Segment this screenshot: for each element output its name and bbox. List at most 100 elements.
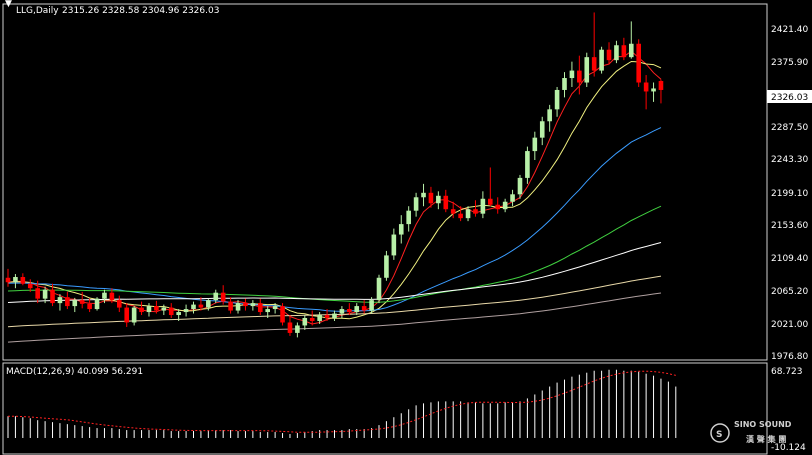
candle-body: [317, 315, 322, 321]
candle: [510, 189, 515, 207]
candle-body: [384, 255, 389, 278]
candle: [35, 280, 40, 304]
candle: [139, 301, 144, 316]
macd-tick-bottom: -10.124: [771, 443, 806, 453]
candle-body: [27, 283, 33, 289]
candle-body: [324, 315, 330, 319]
candle-body: [42, 289, 48, 299]
candle: [13, 274, 18, 289]
candle: [406, 206, 411, 232]
candle: [502, 198, 508, 213]
candle: [517, 174, 523, 199]
candle: [584, 52, 590, 87]
candle: [614, 40, 619, 64]
candle: [302, 315, 308, 330]
candle-body: [117, 300, 122, 308]
candle-body: [146, 306, 152, 313]
candle: [5, 268, 11, 287]
candle-body: [539, 121, 545, 138]
candle-body: [547, 109, 552, 122]
candle: [176, 309, 181, 321]
candle: [117, 295, 122, 313]
candle: [480, 191, 486, 219]
candle: [206, 298, 211, 311]
candle: [183, 304, 189, 317]
candle-body: [57, 297, 63, 304]
ma-5-line: [7, 50, 662, 325]
candle: [465, 206, 471, 222]
candle-body: [168, 307, 174, 316]
candle-body: [332, 313, 337, 319]
candle: [376, 274, 382, 304]
candle-body: [295, 325, 300, 333]
candle: [265, 306, 270, 319]
dropdown-triangle-icon[interactable]: ▼: [5, 0, 12, 9]
candle-body: [651, 88, 656, 92]
candle-body: [421, 192, 426, 198]
candle-body: [50, 289, 55, 304]
candle: [287, 315, 293, 336]
candle-body: [257, 303, 263, 313]
candle-body: [87, 303, 92, 310]
current-price-box: [767, 90, 812, 103]
candle-body: [532, 137, 538, 152]
candle: [65, 291, 70, 310]
candle: [413, 192, 419, 217]
candle-body: [495, 204, 501, 210]
candle: [87, 298, 92, 313]
candle: [42, 286, 48, 304]
candle: [295, 322, 300, 338]
candle: [235, 300, 241, 314]
candle: [317, 312, 322, 324]
candle-body: [213, 292, 219, 301]
candle: [361, 300, 367, 314]
candle-body: [72, 300, 78, 307]
candle: [636, 39, 641, 87]
macd-signal-line: [8, 370, 676, 433]
candle-body: [235, 303, 241, 311]
symbol-label: LLG,Daily: [16, 6, 59, 16]
candle: [191, 301, 196, 314]
candle: [220, 285, 226, 305]
candle: [591, 12, 597, 77]
candle-body: [176, 312, 181, 316]
candle: [198, 297, 204, 311]
candle-body: [94, 298, 100, 310]
candle: [213, 289, 219, 304]
candle: [532, 131, 538, 161]
candle: [354, 303, 360, 316]
candle-body: [20, 277, 26, 284]
candle: [450, 201, 456, 219]
candle-body: [510, 194, 515, 202]
candle-body: [443, 195, 449, 210]
candle: [473, 200, 478, 217]
watermark-chinese: 漢 聲 集 團: [746, 434, 786, 444]
price-tick: 2153.60: [771, 221, 808, 231]
candle: [621, 37, 627, 61]
candle: [599, 46, 604, 74]
sino-sound-logo-icon: [710, 423, 730, 443]
candle-body: [302, 318, 308, 326]
candle-body: [272, 306, 278, 310]
candle: [309, 310, 315, 326]
candle: [102, 289, 107, 304]
candle: [577, 55, 582, 95]
candle: [332, 310, 337, 321]
price-axis: 2421.40 2375.90 2326.03 2287.50 2243.30 …: [767, 25, 812, 362]
candle-body: [376, 277, 382, 301]
candle: [547, 104, 552, 132]
candle-body: [406, 210, 411, 225]
candle-body: [361, 306, 367, 311]
candle-body: [369, 300, 374, 311]
candle: [124, 303, 130, 327]
candle-body: [287, 322, 293, 333]
candle-body: [584, 57, 590, 83]
macd-label: MACD(12,26,9) 40.099 56.291: [6, 367, 143, 377]
candle: [168, 303, 174, 319]
candle: [243, 298, 248, 311]
candle-body: [480, 198, 486, 214]
candle-body: [465, 209, 471, 219]
candle: [79, 291, 85, 309]
candle-body: [131, 307, 137, 323]
